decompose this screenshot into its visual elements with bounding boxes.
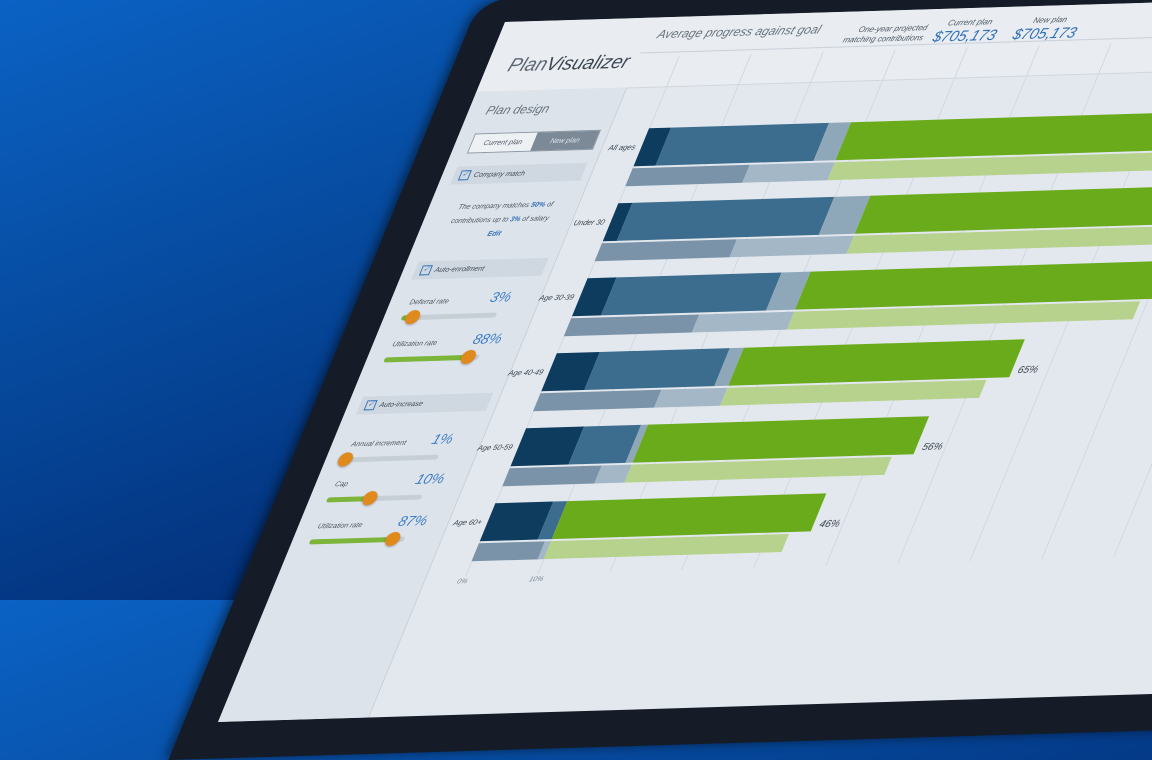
bar-segment-bottom[interactable] bbox=[471, 541, 546, 562]
bar-segment-bottom[interactable] bbox=[729, 235, 854, 258]
row-label: Age 60+ bbox=[451, 517, 484, 528]
data-label: 46% bbox=[817, 518, 842, 531]
row-label: Under 30 bbox=[572, 217, 607, 228]
data-label: 56% bbox=[920, 441, 945, 454]
data-label: 65% bbox=[1015, 364, 1041, 377]
bar-segment-top[interactable] bbox=[728, 339, 1025, 386]
bar-segment-bottom[interactable] bbox=[594, 239, 738, 262]
row-label: All ages bbox=[606, 142, 638, 153]
bar-segment-bottom[interactable] bbox=[563, 314, 700, 337]
bar-segment-bottom[interactable] bbox=[741, 162, 835, 183]
bar-segment-bottom[interactable] bbox=[533, 389, 662, 412]
bar-segment-bottom[interactable] bbox=[691, 311, 795, 333]
bar-segment-top[interactable] bbox=[584, 348, 730, 391]
row-label: Age 40-49 bbox=[506, 367, 546, 378]
row-label: Age 30-39 bbox=[537, 292, 576, 303]
x-tick-label: 0% bbox=[455, 578, 469, 586]
bar-segment-bottom[interactable] bbox=[625, 164, 750, 187]
bar-segment-top[interactable] bbox=[617, 196, 835, 241]
bar-segment-top[interactable] bbox=[600, 272, 782, 316]
bar-segment-top[interactable] bbox=[632, 416, 930, 463]
row-label: Age 50-59 bbox=[476, 442, 515, 453]
x-tick-label: 10% bbox=[527, 575, 545, 584]
bar-segment-bottom[interactable] bbox=[502, 465, 602, 487]
bar-segment-bottom[interactable] bbox=[654, 387, 728, 408]
bar-segment-top[interactable] bbox=[551, 493, 827, 540]
bar-segment-top[interactable] bbox=[835, 109, 1152, 161]
bar-segment-top[interactable] bbox=[655, 122, 830, 166]
